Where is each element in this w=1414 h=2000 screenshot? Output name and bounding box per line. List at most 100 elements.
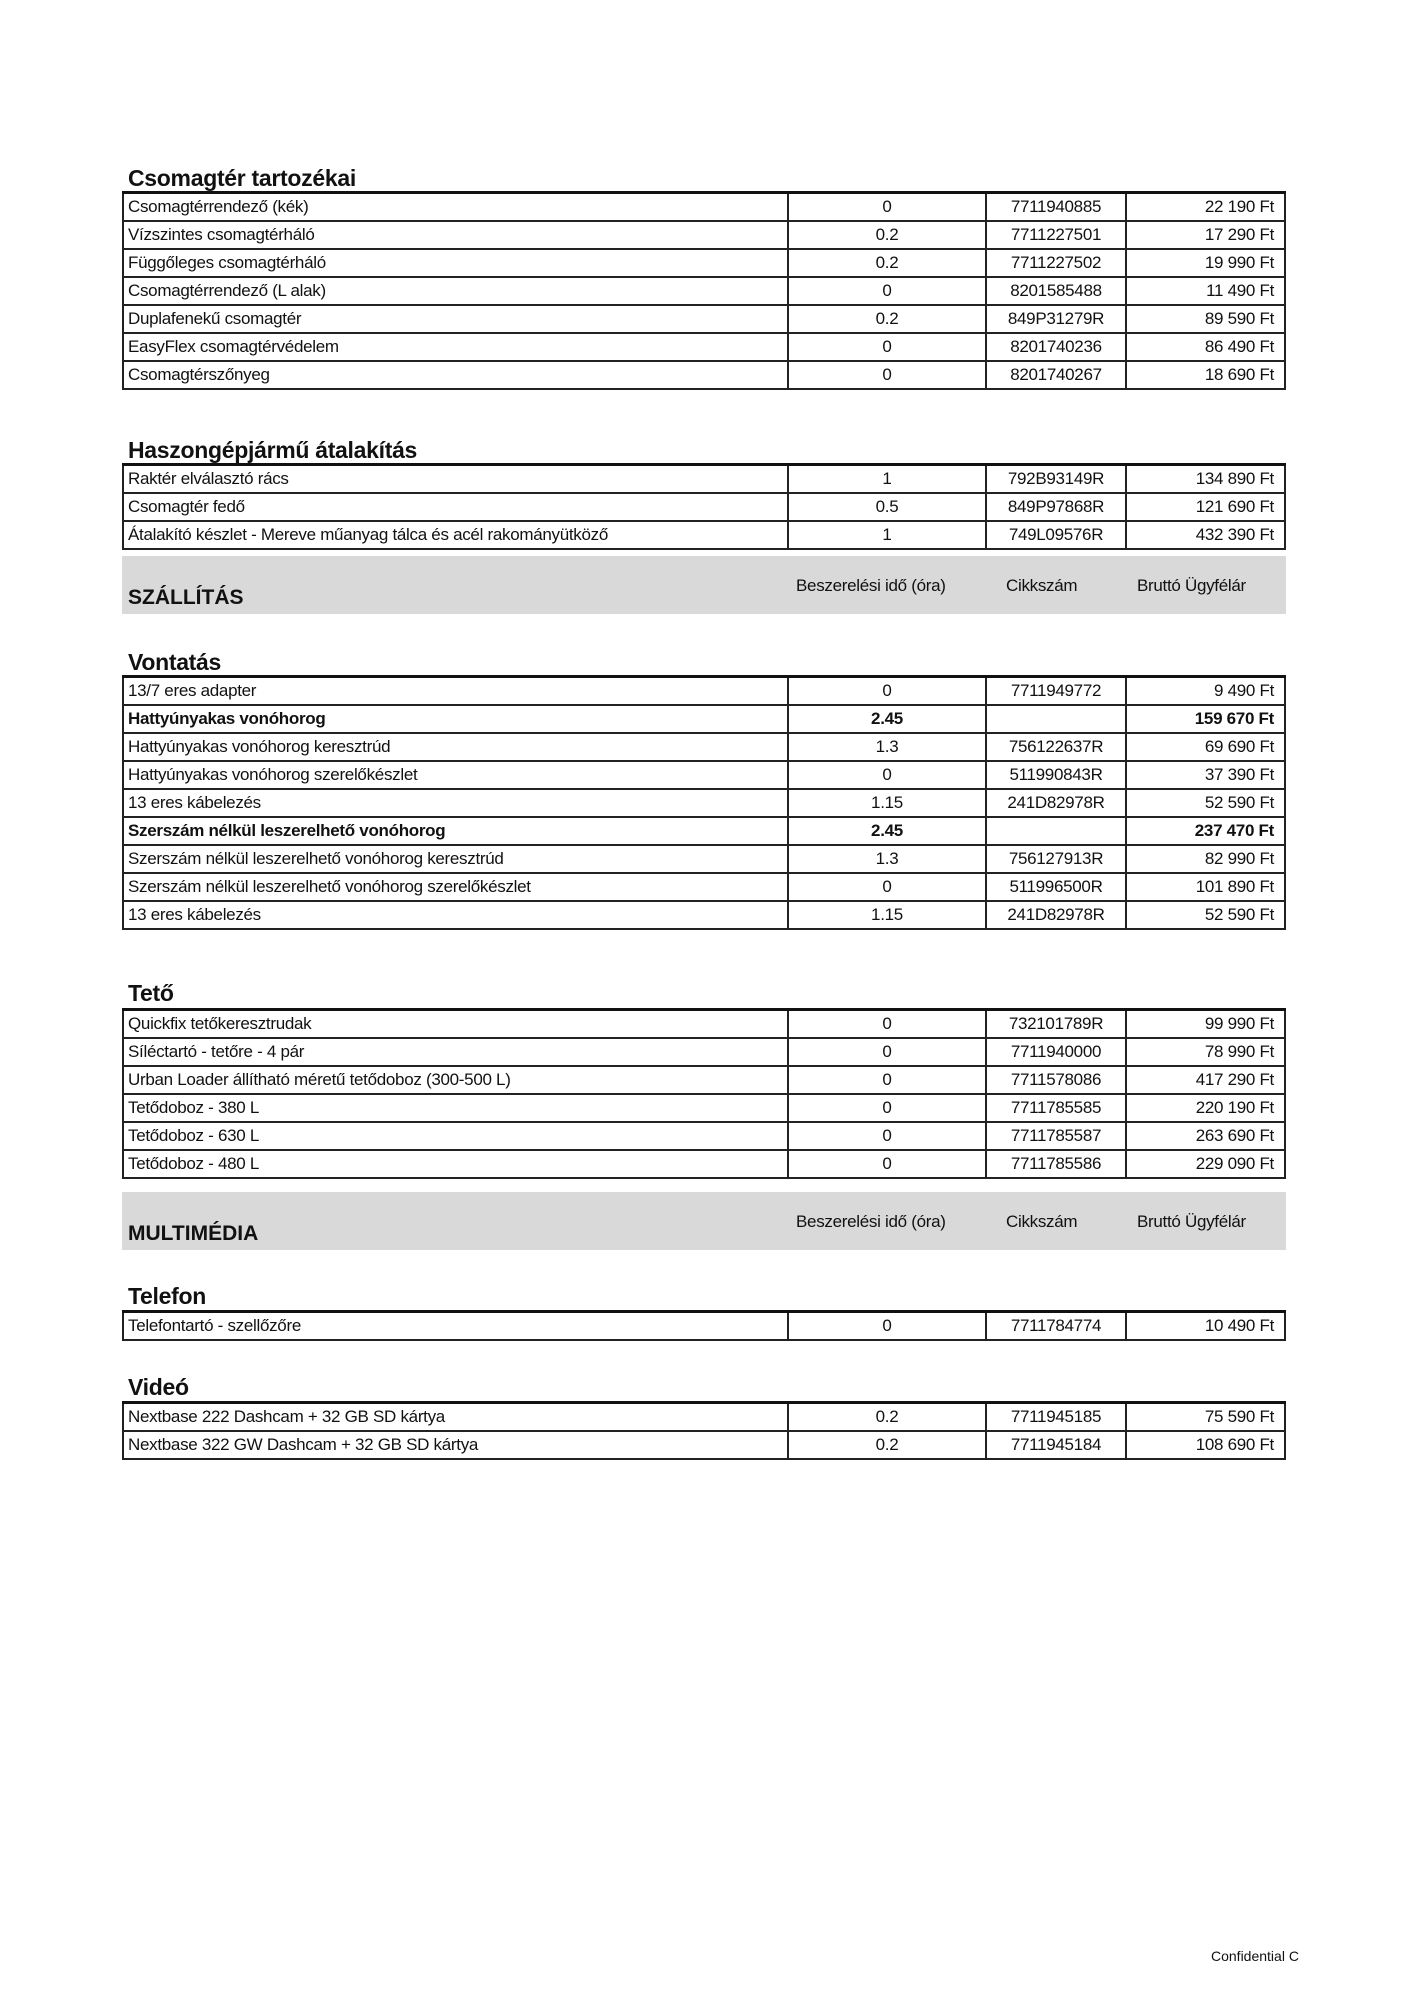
item-name: Szerszám nélkül leszerelhető vonóhorog k… <box>122 844 789 874</box>
item-name: Csomagtérrendező (L alak) <box>122 276 789 306</box>
header-part-number: Cikkszám <box>1006 576 1078 595</box>
item-name: Duplafenekű csomagtér <box>122 304 789 334</box>
table-row: Síléctartó - tetőre - 4 pár 0 7711940000 78… <box>122 1037 1286 1067</box>
table-row: Szerszám nélkül leszerelhető vonóhorog s… <box>122 872 1286 902</box>
part-number: 7711945185 <box>985 1401 1127 1432</box>
table-row: Quickfix tetőkeresztrudak 0 732101789R 99 9… <box>122 1008 1286 1039</box>
price: 17 290 Ft <box>1125 220 1286 250</box>
price: 11 490 Ft <box>1125 276 1286 306</box>
part-number <box>985 704 1127 734</box>
table-row: Hattyúnyakas vonóhorog szerelőkészlet 0 51… <box>122 760 1286 790</box>
part-number: 7711578086 <box>985 1065 1127 1095</box>
price: 417 290 Ft <box>1125 1065 1286 1095</box>
install-time: 1.3 <box>787 844 987 874</box>
part-number: 7711785586 <box>985 1149 1127 1179</box>
category-header-band: MULTIMÉDIA Beszerelési idő (óra) Cikkszám B… <box>122 1192 1286 1250</box>
price: 108 690 Ft <box>1125 1430 1286 1460</box>
item-name: Nextbase 322 GW Dashcam + 32 GB SD kárty… <box>122 1430 789 1460</box>
part-number: 849P31279R <box>985 304 1127 334</box>
price: 89 590 Ft <box>1125 304 1286 334</box>
table-row: Függőleges csomagtérháló 0.2 7711227502 19 … <box>122 248 1286 278</box>
part-number: 511996500R <box>985 872 1127 902</box>
item-name: Tetődoboz - 380 L <box>122 1093 789 1123</box>
item-name: 13 eres kábelezés <box>122 900 789 930</box>
section-title: Telefon <box>128 1283 206 1309</box>
install-time: 0.5 <box>787 492 987 522</box>
price: 52 590 Ft <box>1125 900 1286 930</box>
table-row: Szerszám nélkül leszerelhető vonóhorog 2.… <box>122 816 1286 846</box>
install-time: 0 <box>787 1121 987 1151</box>
part-number: 7711949772 <box>985 675 1127 706</box>
table-row: Tetődoboz - 630 L 0 7711785587 263 690 Ft <box>122 1121 1286 1151</box>
install-time: 0 <box>787 1149 987 1179</box>
part-number: 8201585488 <box>985 276 1127 306</box>
table-row: Tetődoboz - 480 L 0 7711785586 229 090 Ft <box>122 1149 1286 1179</box>
part-number: 241D82978R <box>985 900 1127 930</box>
item-name: Szerszám nélkül leszerelhető vonóhorog s… <box>122 872 789 902</box>
header-part-number: Cikkszám <box>1006 1212 1078 1231</box>
install-time: 0.2 <box>787 1430 987 1460</box>
part-number: 7711227501 <box>985 220 1127 250</box>
install-time: 1.3 <box>787 732 987 762</box>
item-name: Vízszintes csomagtérháló <box>122 220 789 250</box>
item-name: Átalakító készlet - Mereve műanyag tálca… <box>122 520 789 550</box>
install-time: 0 <box>787 276 987 306</box>
category-title: SZÁLLÍTÁS <box>128 586 244 609</box>
item-name: Quickfix tetőkeresztrudak <box>122 1008 789 1039</box>
part-number: 7711785585 <box>985 1093 1127 1123</box>
item-name: Tetődoboz - 480 L <box>122 1149 789 1179</box>
install-time: 0 <box>787 1008 987 1039</box>
table-row: Tetődoboz - 380 L 0 7711785585 220 190 Ft <box>122 1093 1286 1123</box>
header-price: Bruttó Ügyfélár <box>1137 1212 1246 1231</box>
table-row: Átalakító készlet - Mereve műanyag tálca… <box>122 520 1286 550</box>
part-number: 849P97868R <box>985 492 1127 522</box>
section-table: Telefontartó - szellőzőre 0 7711784774 10 4… <box>122 1310 1286 1341</box>
item-name: Tetődoboz - 630 L <box>122 1121 789 1151</box>
price: 19 990 Ft <box>1125 248 1286 278</box>
table-row: Nextbase 322 GW Dashcam + 32 GB SD kárty… <box>122 1430 1286 1460</box>
part-number: 7711785587 <box>985 1121 1127 1151</box>
item-name: 13/7 eres adapter <box>122 675 789 706</box>
item-name: Raktér elválasztó rács <box>122 463 789 494</box>
part-number: 7711227502 <box>985 248 1127 278</box>
item-name: Hattyúnyakas vonóhorog keresztrúd <box>122 732 789 762</box>
install-time: 1.15 <box>787 788 987 818</box>
install-time: 0.2 <box>787 248 987 278</box>
price: 22 190 Ft <box>1125 191 1286 222</box>
item-name: Csomagtérszőnyeg <box>122 360 789 390</box>
install-time: 0 <box>787 1065 987 1095</box>
part-number: 7711945184 <box>985 1430 1127 1460</box>
price: 18 690 Ft <box>1125 360 1286 390</box>
install-time: 0 <box>787 760 987 790</box>
section-table: Quickfix tetőkeresztrudak 0 732101789R 99 9… <box>122 1008 1286 1179</box>
part-number: 7711940000 <box>985 1037 1127 1067</box>
install-time: 0 <box>787 332 987 362</box>
section-table: Raktér elválasztó rács 1 792B93149R 134 890… <box>122 463 1286 550</box>
item-name: Csomagtérrendező (kék) <box>122 191 789 222</box>
install-time: 0 <box>787 1310 987 1341</box>
table-row: Nextbase 222 Dashcam + 32 GB SD kártya 0.… <box>122 1401 1286 1432</box>
install-time: 2.45 <box>787 816 987 846</box>
price: 86 490 Ft <box>1125 332 1286 362</box>
confidential-label: Confidential C <box>1211 1948 1299 1964</box>
part-number: 511990843R <box>985 760 1127 790</box>
price: 99 990 Ft <box>1125 1008 1286 1039</box>
header-install-time: Beszerelési idő (óra) <box>796 576 946 595</box>
item-name: Telefontartó - szellőzőre <box>122 1310 789 1341</box>
table-row: Csomagtérrendező (kék) 0 7711940885 22 190 … <box>122 191 1286 222</box>
install-time: 0 <box>787 872 987 902</box>
install-time: 0 <box>787 191 987 222</box>
item-name: Hattyúnyakas vonóhorog szerelőkészlet <box>122 760 789 790</box>
category-title: MULTIMÉDIA <box>128 1222 259 1245</box>
item-name: 13 eres kábelezés <box>122 788 789 818</box>
install-time: 1.15 <box>787 900 987 930</box>
table-row: Csomagtérrendező (L alak) 0 8201585488 11 4… <box>122 276 1286 306</box>
price: 52 590 Ft <box>1125 788 1286 818</box>
price: 263 690 Ft <box>1125 1121 1286 1151</box>
price: 37 390 Ft <box>1125 760 1286 790</box>
header-price: Bruttó Ügyfélár <box>1137 576 1246 595</box>
table-row: Csomagtérszőnyeg 0 8201740267 18 690 Ft <box>122 360 1286 390</box>
price: 134 890 Ft <box>1125 463 1286 494</box>
table-row: Szerszám nélkül leszerelhető vonóhorog k… <box>122 844 1286 874</box>
item-name: Síléctartó - tetőre - 4 pár <box>122 1037 789 1067</box>
